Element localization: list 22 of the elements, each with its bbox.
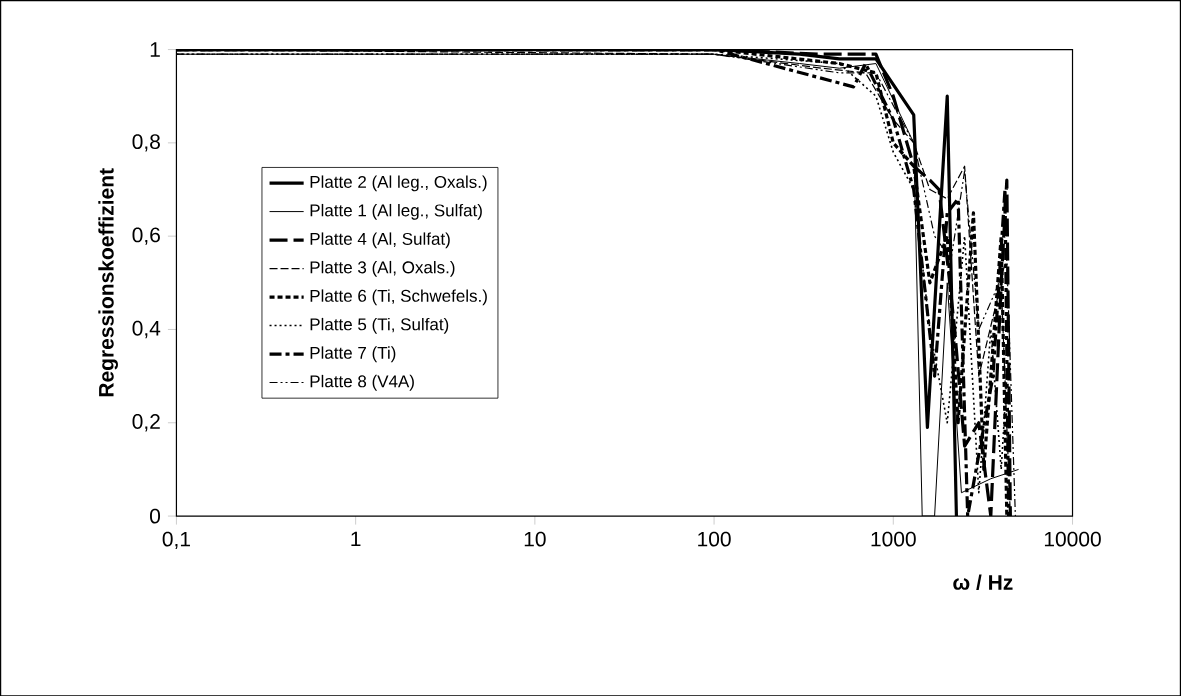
legend-label: Platte 5 (Ti, Sulfat) — [310, 317, 449, 334]
x-tick-label: 1000 — [871, 531, 916, 547]
y-tick-label: 0,2 — [132, 413, 160, 432]
x-tick-label: 1 — [351, 531, 361, 546]
legend-label: Platte 2 (Al leg., Oxals.) — [310, 175, 487, 192]
y-tick-label: 0,6 — [132, 227, 160, 245]
legend-label: Platte 7 (Ti) — [310, 346, 396, 362]
y-tick-label: 1 — [150, 42, 160, 57]
x-tick-label: 0,1 — [162, 531, 190, 549]
x-tick-label: 10000 — [1044, 531, 1101, 547]
legend-label: Platte 6 (Ti, Schwefels.) — [310, 289, 487, 305]
x-tick-label: 10 — [524, 531, 546, 547]
y-tick-label: 0,4 — [132, 320, 161, 338]
legend-label: Platte 3 (Al, Oxals.) — [310, 260, 455, 277]
legend-label: Platte 1 (Al leg., Sulfat) — [310, 203, 482, 220]
x-axis-title: ω / Hz — [953, 574, 1013, 590]
legend-label: Platte 4 (Al, Sulfat) — [310, 232, 450, 249]
y-tick-label: 0 — [150, 508, 161, 524]
x-tick-label: 100 — [698, 531, 731, 547]
y-tick-label: 0,8 — [132, 133, 160, 152]
y-axis-title: Regressionskoeffizient — [98, 168, 118, 396]
legend-label: Platte 8 (V4A) — [310, 374, 414, 391]
